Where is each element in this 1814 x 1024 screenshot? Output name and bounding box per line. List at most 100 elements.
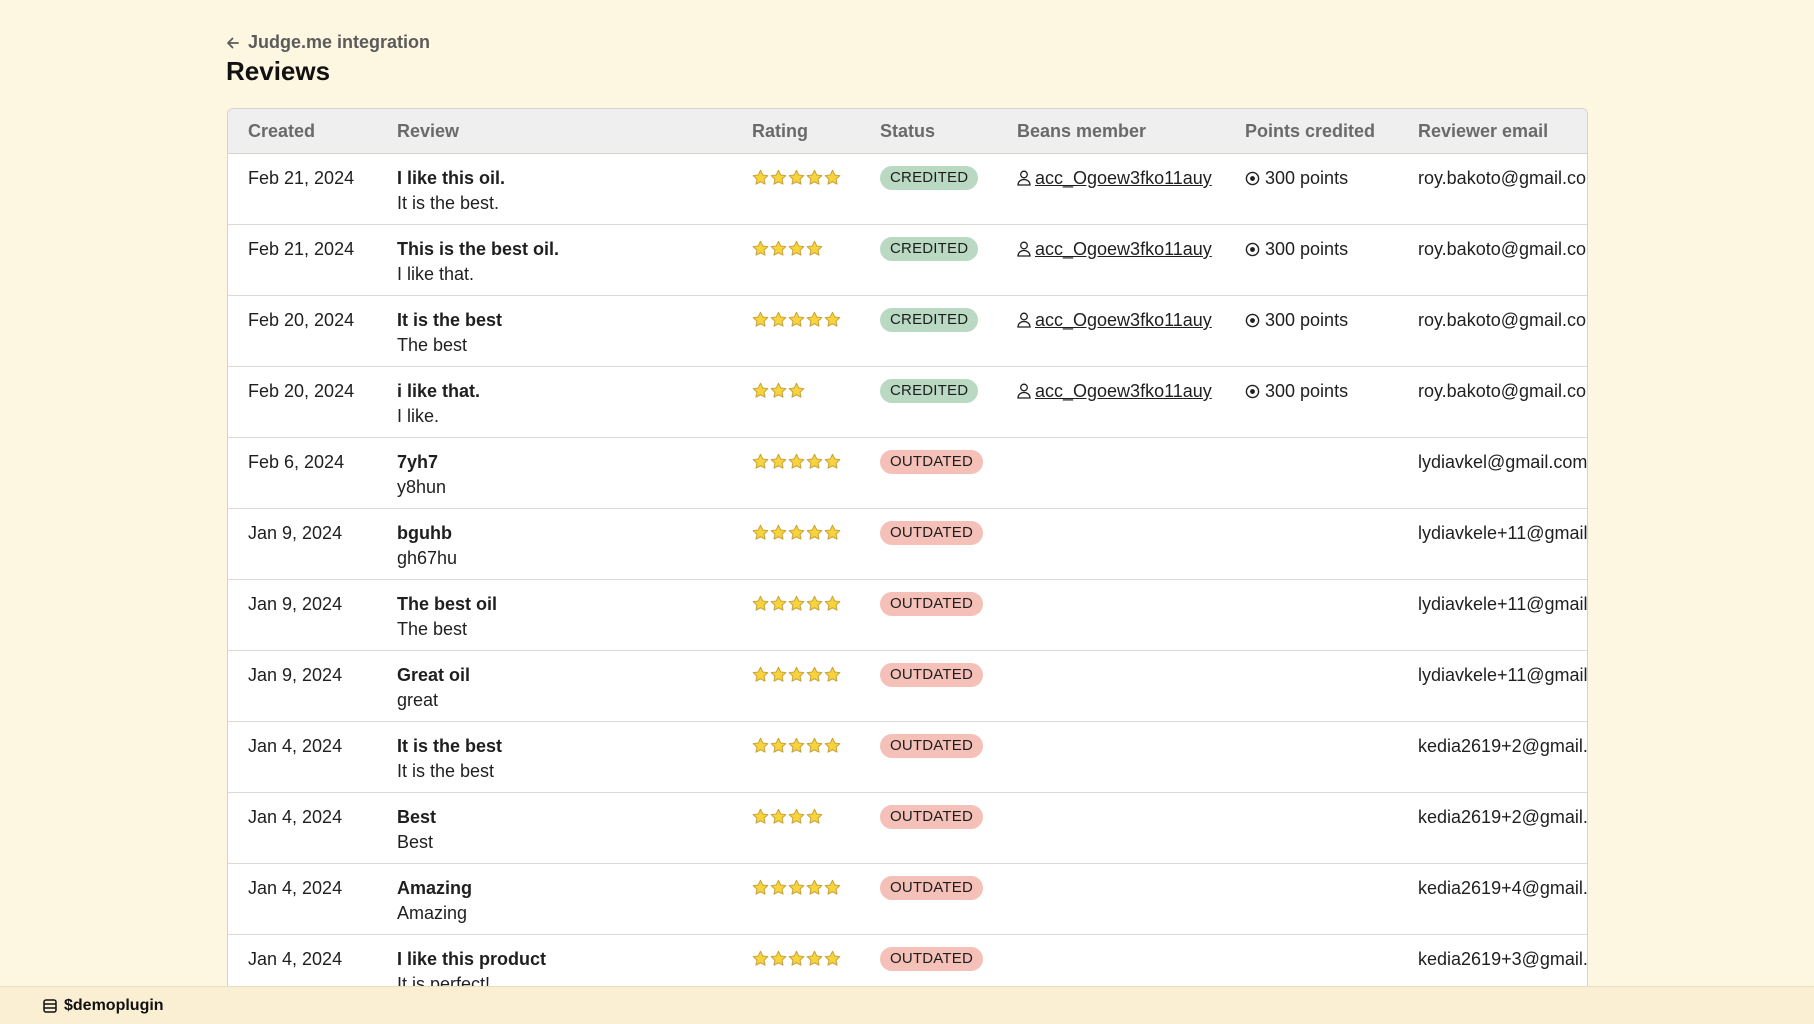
- cell-status: OUTDATED: [860, 863, 997, 935]
- cell-beans-member: [997, 650, 1225, 722]
- review-title: i like that.: [397, 381, 481, 401]
- cell-status: OUTDATED: [860, 934, 997, 988]
- review-body: The best: [397, 619, 468, 639]
- cell-points-credited: [1225, 863, 1398, 935]
- star-icon: [788, 950, 805, 966]
- reviewer-email: kedia2619+2@gmail.com: [1418, 736, 1588, 756]
- star-icon: [806, 240, 823, 256]
- cell-review: Great oil great: [377, 650, 732, 722]
- cell-reviewer-email: lydiavkel@gmail.com: [1398, 437, 1588, 509]
- cell-beans-member: [997, 437, 1225, 509]
- status-badge: OUTDATED: [880, 876, 983, 900]
- beans-member-link[interactable]: acc_Ogoew3fko11auy: [1017, 166, 1212, 190]
- star-icon: [788, 808, 805, 824]
- cell-rating: [732, 579, 860, 651]
- reviewer-email: kedia2619+4@gmail.com: [1418, 878, 1588, 898]
- created-date: Feb 21, 2024: [248, 168, 355, 188]
- table-row[interactable]: Feb 20, 2024 It is the best The best CRE…: [228, 295, 1587, 367]
- column-header-created: Created: [228, 109, 377, 154]
- table-row[interactable]: Jan 9, 2024 bguhb gh67hu OUTDATED lydiav…: [228, 508, 1587, 580]
- star-icon: [788, 240, 805, 256]
- beans-member-link[interactable]: acc_Ogoew3fko11auy: [1017, 237, 1212, 261]
- cell-status: OUTDATED: [860, 437, 997, 509]
- cell-created: Jan 4, 2024: [228, 721, 377, 793]
- star-icon: [788, 382, 805, 398]
- table-row[interactable]: Feb 6, 2024 7yh7 y8hun OUTDATED lydiavke…: [228, 437, 1588, 509]
- reviewer-email: lydiavkele+11@gmail.com: [1418, 594, 1588, 614]
- cell-reviewer-email: kedia2619+2@gmail.com: [1398, 792, 1587, 864]
- star-icon: [752, 382, 769, 398]
- star-icon: [752, 240, 769, 256]
- star-rating: [752, 237, 860, 257]
- star-icon: [752, 169, 769, 185]
- page-title: Reviews: [226, 56, 331, 86]
- status-badge: CREDITED: [880, 237, 979, 261]
- table-row[interactable]: Feb 20, 2024 i like that. I like. CREDIT…: [228, 366, 1587, 438]
- star-icon: [806, 453, 823, 469]
- star-rating: [752, 166, 860, 186]
- cell-reviewer-email: roy.bakoto@gmail.com: [1398, 153, 1588, 225]
- reviewer-email: roy.bakoto@gmail.com: [1418, 168, 1588, 188]
- star-icon: [806, 169, 823, 185]
- reviewer-email: kedia2619+3@gmail.com: [1418, 949, 1588, 969]
- person-icon: [1017, 170, 1031, 186]
- cell-rating: [732, 863, 860, 935]
- review-title: It is the best: [397, 736, 503, 756]
- star-icon: [788, 666, 805, 682]
- cell-rating: [732, 295, 860, 367]
- table-row[interactable]: Jan 9, 2024 The best oil The best OUTDAT…: [228, 579, 1588, 651]
- reviews-table-container[interactable]: Created Review Rating Status Beans membe…: [227, 108, 1588, 988]
- review-body: It is perfect!: [397, 974, 491, 988]
- table-row[interactable]: Feb 21, 2024 This is the best oil. I lik…: [228, 224, 1588, 296]
- table-row[interactable]: Jan 4, 2024 Best Best OUTDATED kedia2619…: [228, 792, 1587, 864]
- beans-member-link[interactable]: acc_Ogoew3fko11auy: [1017, 308, 1212, 332]
- cell-rating: [732, 650, 860, 722]
- star-rating: [752, 947, 860, 967]
- points-credited: 300 points: [1245, 166, 1348, 190]
- cell-beans-member: [997, 721, 1225, 793]
- table-row[interactable]: Jan 9, 2024 Great oil great OUTDATED lyd…: [228, 650, 1587, 722]
- points-value: 300 points: [1265, 381, 1349, 401]
- star-icon: [770, 382, 787, 398]
- created-date: Jan 4, 2024: [248, 807, 343, 827]
- cell-rating: [732, 224, 860, 296]
- cell-points-credited: [1225, 934, 1398, 988]
- beans-member-id[interactable]: acc_Ogoew3fko11auy: [1035, 310, 1212, 330]
- cell-reviewer-email: lydiavkele+11@gmail.com: [1398, 579, 1588, 651]
- beans-member-link[interactable]: acc_Ogoew3fko11auy: [1017, 379, 1212, 403]
- review-title: bguhb: [397, 523, 452, 543]
- cell-reviewer-email: kedia2619+2@gmail.com: [1398, 721, 1588, 793]
- back-link[interactable]: Judge.me integration: [226, 32, 430, 53]
- table-row[interactable]: Jan 4, 2024 It is the best It is the bes…: [228, 721, 1588, 793]
- reviewer-email: lydiavkel@gmail.com: [1418, 452, 1588, 472]
- cell-points-credited: 300 points: [1225, 153, 1398, 225]
- target-icon: [1245, 313, 1260, 327]
- cell-reviewer-email: roy.bakoto@gmail.com: [1398, 224, 1588, 296]
- cell-rating: [732, 721, 860, 793]
- star-icon: [806, 808, 823, 824]
- table-row[interactable]: Jan 4, 2024 Amazing Amazing OUTDATED ked…: [228, 863, 1588, 935]
- points-credited: 300 points: [1245, 237, 1348, 261]
- cell-points-credited: [1225, 792, 1398, 864]
- points-value: 300 points: [1265, 239, 1349, 259]
- cell-points-credited: [1225, 437, 1398, 509]
- table-row[interactable]: Feb 21, 2024 I like this oil. It is the …: [228, 153, 1588, 225]
- reviewer-email: roy.bakoto@gmail.com: [1418, 239, 1588, 259]
- star-icon: [824, 879, 841, 895]
- review-body: Best: [397, 832, 434, 852]
- star-icon: [770, 240, 787, 256]
- back-link-label[interactable]: Judge.me integration: [248, 32, 431, 52]
- star-icon: [770, 666, 787, 682]
- review-title: This is the best oil.: [397, 239, 560, 259]
- beans-member-id[interactable]: acc_Ogoew3fko11auy: [1035, 239, 1212, 259]
- beans-member-id[interactable]: acc_Ogoew3fko11auy: [1035, 381, 1212, 401]
- table-row[interactable]: Jan 4, 2024 I like this product It is pe…: [228, 934, 1588, 988]
- cell-points-credited: 300 points: [1225, 295, 1398, 367]
- beans-member-id[interactable]: acc_Ogoew3fko11auy: [1035, 168, 1212, 188]
- status-badge: CREDITED: [880, 308, 979, 332]
- star-rating: [752, 592, 860, 612]
- star-icon: [752, 595, 769, 611]
- star-rating: [752, 663, 860, 683]
- cell-beans-member: [997, 934, 1225, 988]
- store-name[interactable]: $demoplugin: [64, 996, 164, 1014]
